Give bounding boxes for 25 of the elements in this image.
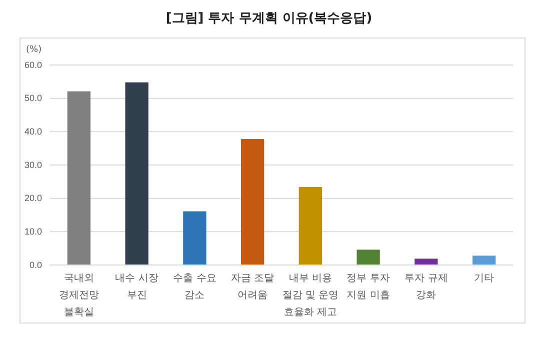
y-axis-title: (%): [26, 45, 42, 55]
y-tick-label: 50.0: [24, 93, 42, 104]
y-tick-label: 0.0: [29, 260, 42, 270]
bar: [414, 258, 438, 265]
y-tick-label: 20.0: [24, 193, 42, 204]
x-tick-label: 내부 비용 절감 및 운영 효율화 제고: [282, 273, 339, 318]
chart-title: [그림] 투자 무계획 이유(복수응답): [166, 11, 372, 26]
x-tick-label: 수출 수요 감소: [173, 273, 216, 301]
bar: [67, 91, 91, 265]
y-tick-label: 40.0: [24, 126, 42, 137]
x-tick-label: 자금 조달 어려움: [230, 273, 274, 301]
x-tick-label: 내수 시장 부진: [115, 273, 158, 301]
y-tick-label: 10.0: [24, 226, 42, 237]
x-tick-label: 투자 규제 강화: [404, 273, 448, 301]
bar: [472, 256, 496, 265]
bar: [240, 139, 264, 265]
bar: [356, 250, 380, 265]
bar: [183, 211, 206, 265]
y-tick-label: 30.0: [24, 160, 42, 170]
y-tick-label: 60.0: [24, 60, 42, 70]
x-tick-label: 정부 투자 지원 미흡: [346, 273, 390, 301]
x-tick-label: 국내외 경제전망 불확실: [58, 273, 99, 318]
bar: [125, 82, 148, 265]
x-tick-label: 기타: [474, 273, 494, 284]
bar: [298, 187, 322, 265]
